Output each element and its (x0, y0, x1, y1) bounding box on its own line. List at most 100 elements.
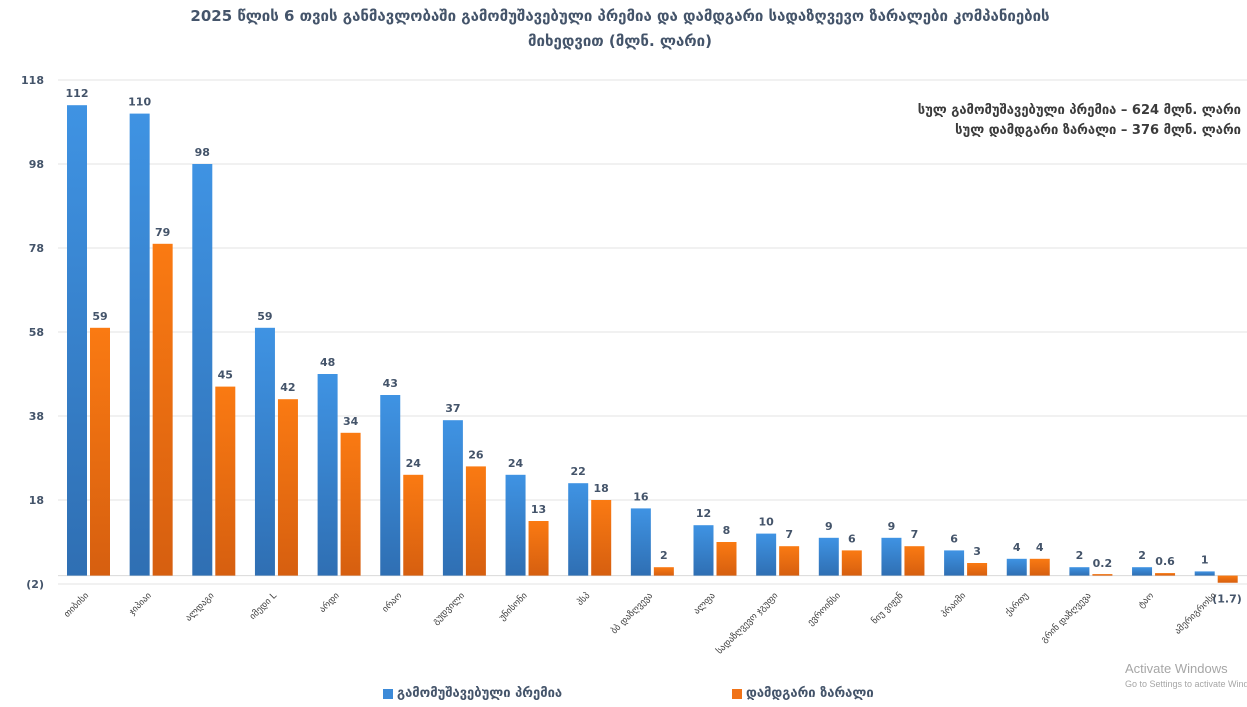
claims-value-label: (1.7) (1212, 593, 1242, 606)
x-category-label: ტაო (1137, 591, 1156, 610)
x-category-label: უნისონი (497, 590, 530, 623)
claims-bar (90, 327, 110, 576)
y-tick-label: 58 (29, 326, 44, 339)
x-category-label: თიბისი (62, 590, 92, 620)
claims-bar (403, 474, 424, 576)
x-category-label: ალფა (692, 591, 718, 617)
claims-bar (591, 500, 612, 576)
premium-value-label: 98 (195, 146, 210, 159)
claims-bar (716, 542, 737, 576)
premium-value-label: 9 (888, 520, 896, 533)
bars (67, 105, 1238, 583)
x-category-label: ჯიპიაი (127, 590, 154, 617)
x-category-label: არდი (317, 590, 342, 615)
claims-value-label: 6 (848, 532, 856, 545)
premium-bar (1069, 567, 1090, 576)
premium-value-label: 43 (383, 377, 398, 390)
premium-bar (693, 525, 714, 576)
premium-value-label: 110 (128, 96, 151, 109)
claims-value-label: 45 (218, 369, 233, 382)
premium-bar (505, 474, 526, 576)
x-category-label: გუდვილი (431, 591, 467, 627)
premium-bar (129, 113, 150, 576)
claims-value-label: 4 (1036, 541, 1044, 554)
x-category-label: ირაო (380, 590, 404, 614)
claims-bar (1029, 558, 1050, 576)
premium-value-label: 48 (320, 356, 335, 369)
premium-bar (630, 508, 651, 576)
claims-value-label: 26 (468, 448, 484, 461)
x-category-label: სადაზღვევო ჯგუფი (714, 590, 780, 656)
premium-bar (756, 533, 777, 576)
claims-value-label: 8 (723, 524, 731, 537)
claims-bar (653, 567, 674, 576)
claims-value-label: 3 (973, 545, 981, 558)
windows-activation-watermark: Activate Windows Go to Settings to activ… (1125, 660, 1247, 690)
claims-value-label: 24 (406, 457, 422, 470)
legend-label-premium: გამომუშავებული პრემია (397, 686, 563, 701)
premium-value-label: 59 (257, 310, 272, 323)
claims-value-label: 18 (594, 482, 609, 495)
y-tick-label: (2) (26, 578, 44, 591)
premium-value-label: 6 (950, 532, 958, 545)
premium-bar (944, 550, 965, 576)
premium-value-label: 4 (1013, 541, 1021, 554)
x-category-label: ალდაგი (184, 591, 217, 624)
x-category-label: პრაიმი (939, 590, 968, 619)
claims-bar (340, 432, 361, 576)
y-tick-label: 78 (29, 242, 44, 255)
total-premium-annotation: სულ გამომუშავებული პრემია – 624 მლნ. ლარ… (917, 103, 1241, 118)
x-category-label: ბბ დაზღვევა (609, 590, 655, 636)
x-axis-labels: თიბისი ჯიპიაი ალდაგი იმედი L არდი ირაო გუდვილი… (62, 590, 1219, 657)
premium-value-label: 2 (1076, 549, 1084, 562)
premium-bar (67, 105, 87, 576)
x-category-label: გრინ დაზღვევა (1039, 590, 1094, 645)
y-tick-label: 18 (29, 494, 44, 507)
claims-value-label: 7 (911, 528, 919, 541)
claims-bar (528, 521, 549, 576)
claims-value-label: 0.6 (1155, 555, 1175, 568)
claims-bar (1155, 573, 1176, 576)
premium-bar (442, 420, 463, 576)
claims-bar (1217, 575, 1238, 583)
premium-value-label: 2 (1138, 549, 1146, 562)
premium-value-label: 37 (445, 402, 460, 415)
chart-title: 2025 წლის 6 თვის განმავლობაში გამომუშავე… (100, 4, 1140, 54)
legend-item-claims: დამდგარი ზარალი (732, 686, 874, 701)
claims-bar (967, 563, 988, 576)
x-category-label: პსპ (575, 590, 593, 608)
y-axis-ticks: 118 98 78 58 38 18 (2) (21, 74, 44, 591)
legend-label-claims: დამდგარი ზარალი (746, 686, 874, 701)
claims-bar (904, 546, 925, 576)
total-claims-annotation: სულ დამდგარი ზარალი – 376 მლნ. ლარი (955, 123, 1241, 138)
legend-swatch-premium-icon (383, 688, 393, 699)
premium-bar (192, 164, 213, 576)
claims-value-label: 2 (660, 549, 668, 562)
x-category-label: ნიუ ვიჟენ (869, 590, 905, 626)
legend-swatch-claims-icon (732, 688, 742, 699)
claims-bar (841, 550, 862, 576)
y-tick-label: 98 (29, 158, 44, 171)
watermark-line-1: Activate Windows (1125, 661, 1228, 676)
premium-bar (818, 537, 839, 576)
x-category-label: ამერიგროსი (1173, 590, 1220, 637)
chart-title-line-2: მიხედვით (მლნ. ლარი) (528, 32, 712, 50)
claims-value-label: 13 (531, 503, 546, 516)
claims-value-label: 34 (343, 415, 359, 428)
claims-bar (1092, 574, 1113, 576)
premium-value-label: 10 (758, 516, 774, 529)
claims-bar (779, 546, 800, 576)
y-tick-label: 38 (29, 410, 44, 423)
gridlines (58, 79, 1247, 585)
premium-bar (380, 395, 401, 576)
x-category-label: ქართუ (1003, 590, 1031, 618)
premium-value-label: 24 (508, 457, 524, 470)
watermark-line-2: Go to Settings to activate Windows. (1125, 679, 1247, 689)
premium-bar (1194, 571, 1215, 576)
legend-item-premium: გამომუშავებული პრემია (383, 686, 562, 701)
premium-value-label: 16 (633, 490, 649, 503)
premium-bar (1132, 567, 1153, 576)
premium-bar (254, 327, 275, 576)
claims-bar (277, 399, 298, 576)
